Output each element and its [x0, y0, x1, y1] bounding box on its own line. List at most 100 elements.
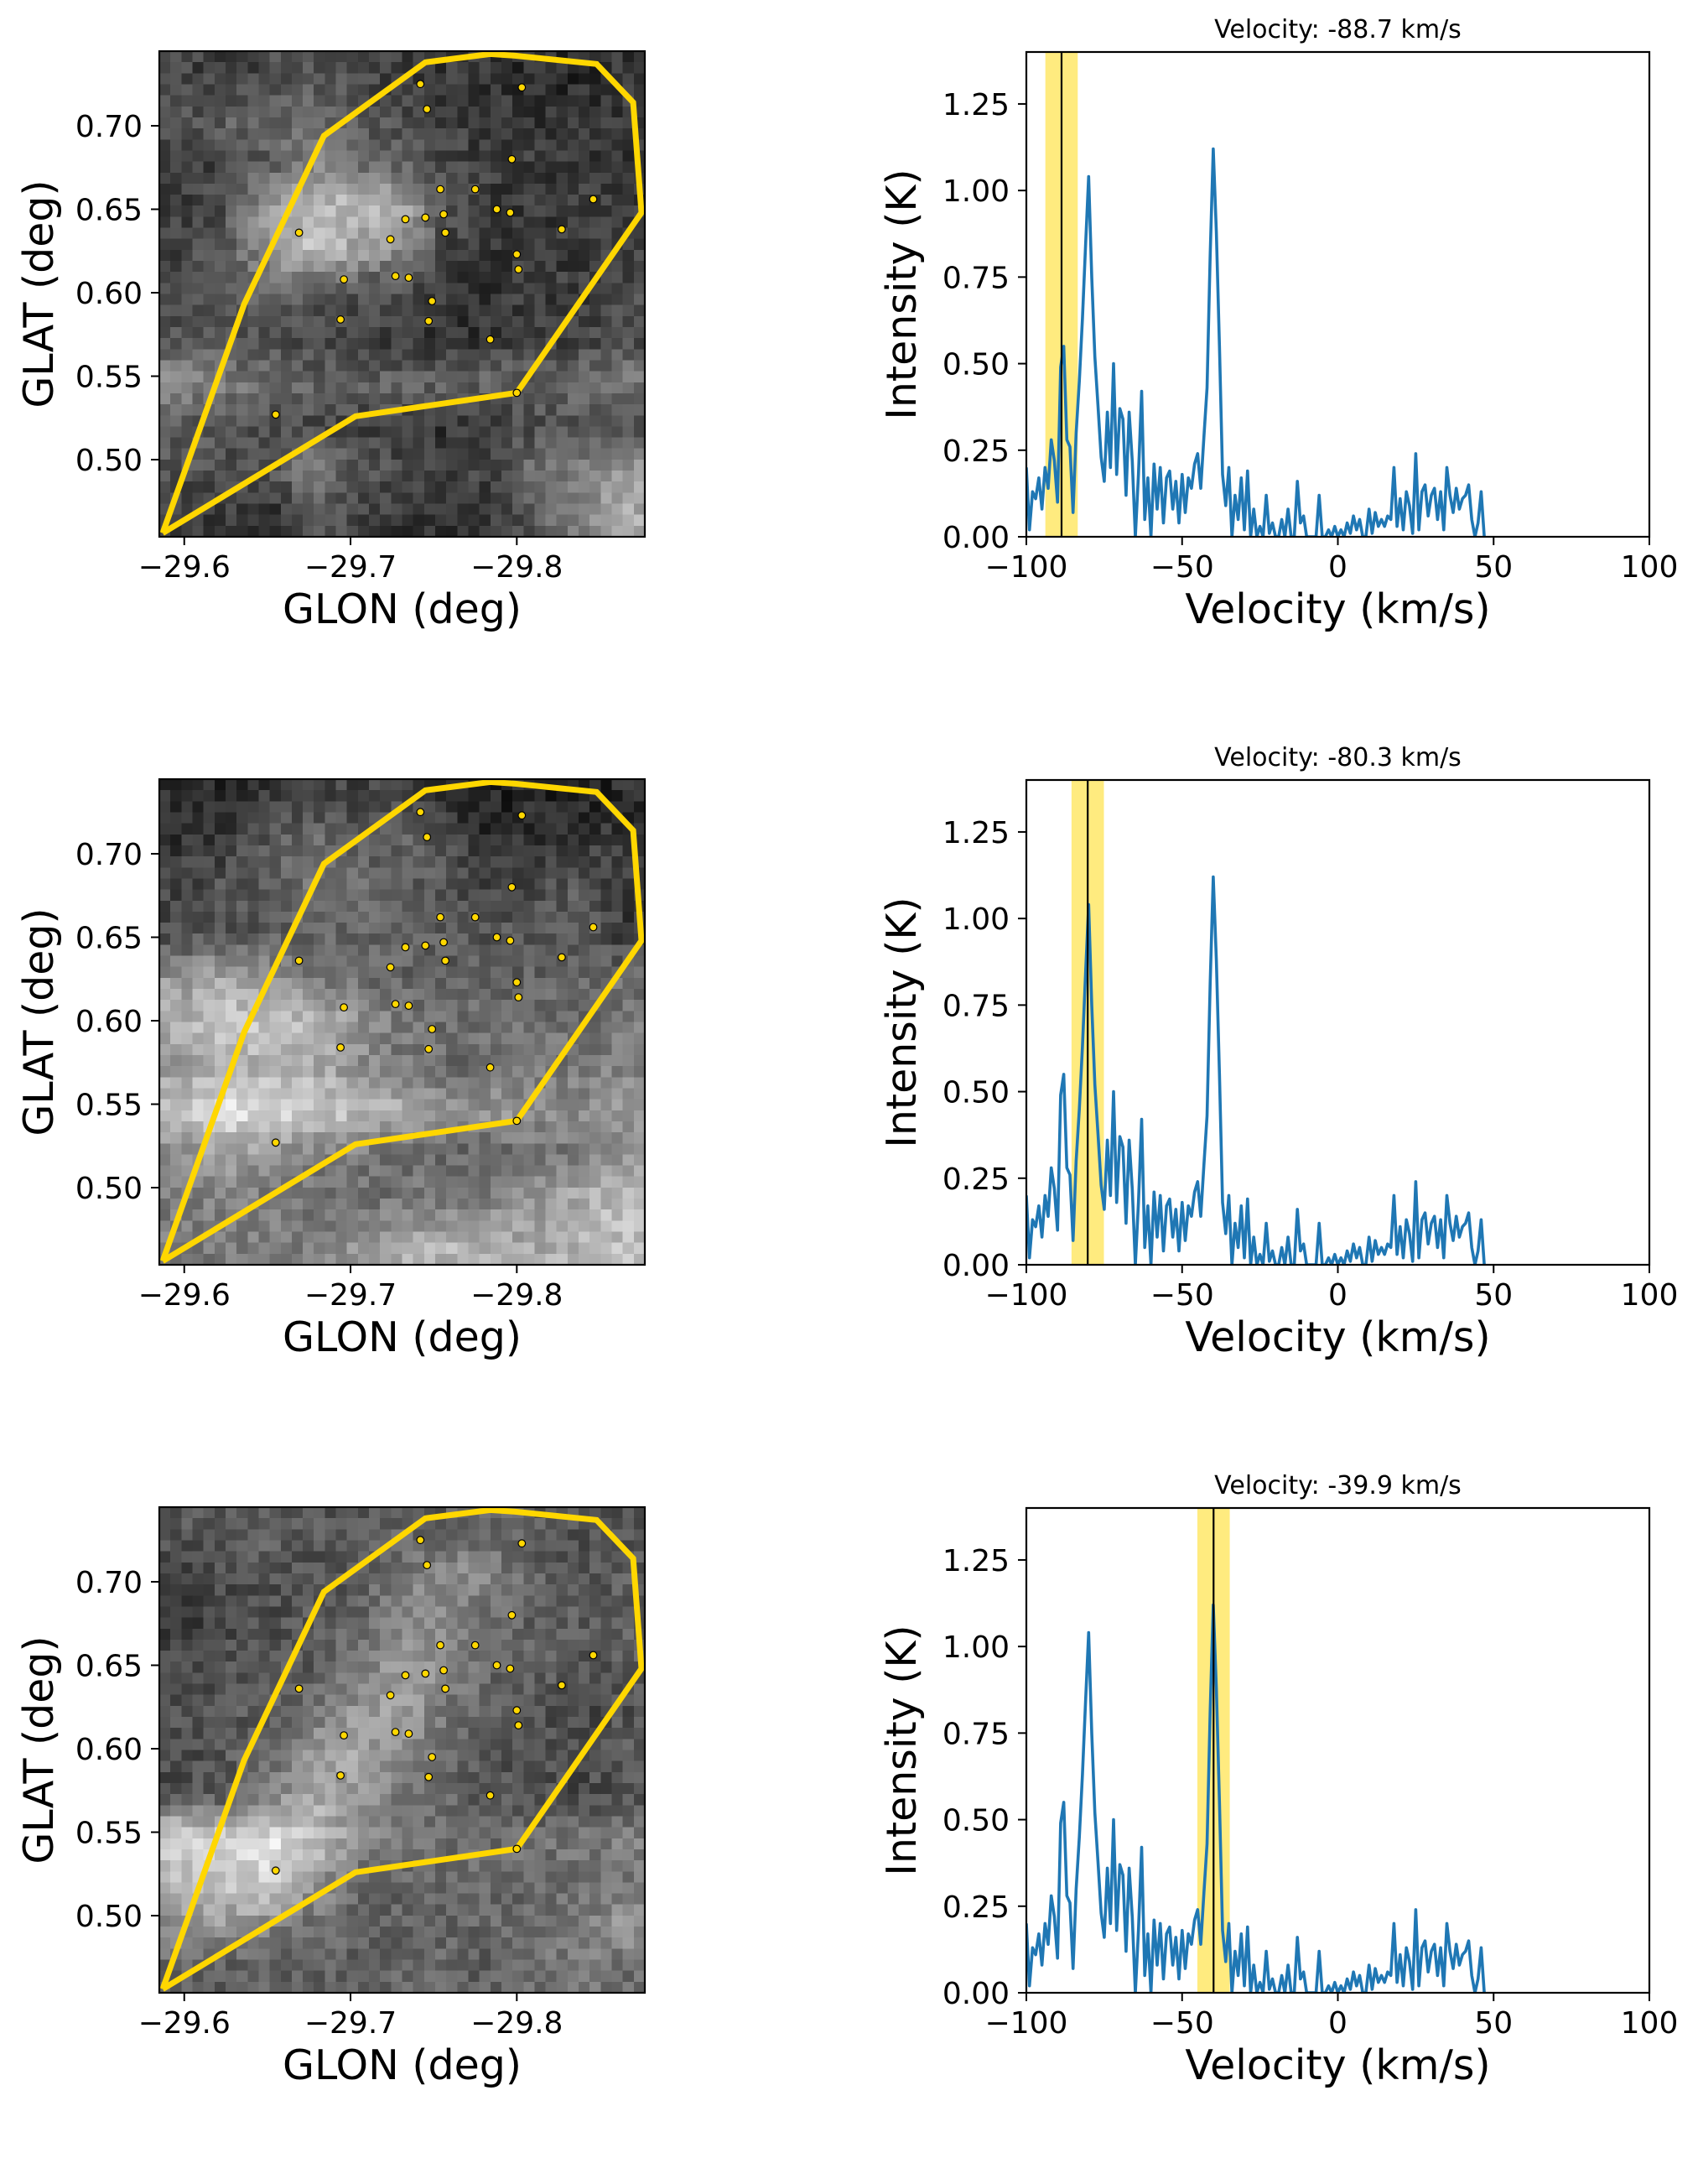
map-ytick-label: 0.65 [75, 193, 143, 227]
source-point [387, 236, 394, 243]
source-point [402, 944, 409, 951]
source-point [392, 1729, 399, 1736]
source-point [392, 273, 399, 280]
map-panel: −29.6−29.7−29.80.500.550.600.650.70GLON … [15, 779, 645, 1361]
map-ylabel: GLAT (deg) [15, 179, 63, 408]
spectrum-ytick-label: 1.25 [942, 88, 1010, 122]
map-ytick-label: 0.60 [75, 277, 143, 311]
map-xtick-label: −29.8 [470, 550, 563, 585]
source-point [518, 1540, 526, 1547]
map-xlabel: GLON (deg) [283, 2041, 522, 2089]
source-point [392, 1001, 399, 1008]
spectrum-ytick-label: 0.50 [942, 348, 1010, 382]
map-panel: −29.6−29.7−29.80.500.550.600.650.70GLON … [15, 51, 645, 633]
row-plots-svg: −29.6−29.7−29.80.500.550.600.650.70GLON … [0, 1456, 1698, 2184]
source-point [518, 84, 526, 91]
spectrum-ytick-label: 0.00 [942, 521, 1010, 555]
source-point [513, 1707, 521, 1714]
map-xtick-label: −29.7 [304, 1278, 397, 1313]
source-point [273, 411, 280, 419]
source-point [486, 335, 494, 343]
region-polygon [163, 54, 641, 533]
spectrum-ytick-label: 1.25 [942, 816, 1010, 850]
spectrum-ytick-label: 1.25 [942, 1544, 1010, 1578]
spectrum-xtick-label: −50 [1150, 1278, 1214, 1313]
spectrum-xtick-label: 100 [1621, 1278, 1679, 1313]
source-point [405, 274, 413, 282]
source-point [513, 1117, 521, 1125]
source-point [340, 276, 348, 283]
row-plots-svg: −29.6−29.7−29.80.500.550.600.650.70GLON … [0, 728, 1698, 1456]
source-point [437, 1641, 444, 1649]
spectrum-xlabel: Velocity (km/s) [1185, 1313, 1490, 1361]
spectrum-xtick-label: 0 [1328, 1278, 1347, 1313]
source-point [558, 226, 566, 233]
source-point [506, 937, 514, 944]
source-point [428, 298, 436, 305]
source-point [437, 913, 444, 921]
source-point [402, 216, 409, 223]
source-point [589, 923, 597, 931]
source-point [417, 809, 424, 816]
source-point [423, 106, 431, 113]
spectrum-ytick-label: 0.75 [942, 989, 1010, 1023]
spectrum-xlabel: Velocity (km/s) [1185, 585, 1490, 633]
map-ytick-label: 0.65 [75, 1649, 143, 1683]
source-point [425, 318, 433, 325]
source-point [515, 994, 522, 1001]
spectrum-ytick-label: 0.75 [942, 261, 1010, 295]
source-point [422, 1670, 429, 1677]
map-xtick-label: −29.7 [304, 2006, 397, 2041]
spectrum-xtick-label: 100 [1621, 2006, 1679, 2041]
source-point [508, 156, 516, 164]
source-point [387, 964, 394, 971]
source-point [405, 1002, 413, 1010]
spectrum-axes-frame [1026, 780, 1649, 1265]
spectrum-ytick-label: 0.50 [942, 1804, 1010, 1838]
source-point [437, 185, 444, 193]
source-point [493, 205, 501, 213]
source-point [589, 1651, 597, 1659]
map-ytick-label: 0.70 [75, 838, 143, 872]
map-ytick-label: 0.60 [75, 1733, 143, 1767]
map-xtick-label: −29.6 [138, 2006, 231, 2041]
spectrum-xtick-label: −50 [1150, 550, 1214, 585]
source-point [423, 834, 431, 841]
source-point [417, 1537, 424, 1544]
spectrum-xtick-label: 0 [1328, 550, 1347, 585]
source-point [515, 266, 522, 273]
spectrum-xtick-label: −100 [985, 2006, 1068, 2041]
map-ytick-label: 0.60 [75, 1005, 143, 1039]
source-point [425, 1046, 433, 1053]
spectrum-title: Velocity: -39.9 km/s [1214, 1471, 1462, 1500]
spectrum-xtick-label: −100 [985, 550, 1068, 585]
source-point [295, 957, 303, 965]
spectrum-xlabel: Velocity (km/s) [1185, 2041, 1490, 2089]
spectrum-ytick-label: 1.00 [942, 902, 1010, 937]
source-point [425, 1774, 433, 1781]
spectrum-ylabel: Intensity (K) [878, 169, 926, 419]
spectrum-title: Velocity: -88.7 km/s [1214, 15, 1462, 44]
source-point [558, 954, 566, 961]
spectrum-xtick-label: −100 [985, 1278, 1068, 1313]
map-ytick-label: 0.50 [75, 444, 143, 478]
spectrum-xtick-label: 50 [1474, 2006, 1513, 2041]
spectrum-ytick-label: 0.00 [942, 1977, 1010, 2011]
source-point [273, 1867, 280, 1875]
map-xtick-label: −29.8 [470, 1278, 563, 1313]
map-xtick-label: −29.7 [304, 550, 397, 585]
source-point [493, 933, 501, 941]
source-point [405, 1730, 413, 1738]
source-point [340, 1732, 348, 1739]
source-point [486, 1791, 494, 1799]
row-plots-svg: −29.6−29.7−29.80.500.550.600.650.70GLON … [0, 0, 1698, 728]
source-point [337, 316, 345, 324]
map-axes-frame [159, 1507, 645, 1993]
region-polygon [163, 1510, 641, 1989]
source-point [442, 1685, 449, 1693]
